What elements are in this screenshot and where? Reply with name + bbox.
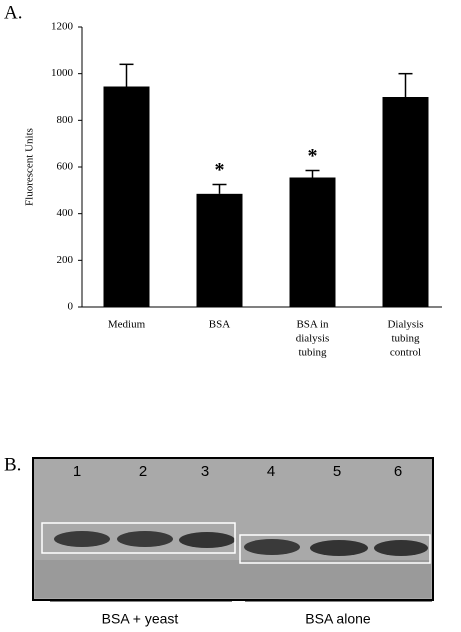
panel-label: A.: [4, 2, 22, 23]
lane-number: 5: [333, 463, 341, 480]
y-tick-label: 0: [68, 301, 74, 313]
gel-band: [54, 531, 110, 547]
y-tick-label: 600: [57, 161, 74, 173]
significance-marker: *: [308, 145, 318, 167]
gel-band: [179, 532, 235, 548]
significance-marker: *: [215, 159, 225, 181]
gel: BSA + yeast BSA alone: [32, 457, 434, 627]
x-tick-label: BSA in: [296, 319, 329, 331]
gel-box: [41, 522, 236, 554]
lane-number: 2: [139, 463, 147, 480]
x-tick-label: tubing: [298, 347, 327, 359]
panel-label: B.: [4, 454, 21, 475]
lane-number: 6: [394, 463, 402, 480]
bar: [382, 97, 429, 307]
y-tick-label: 800: [57, 114, 74, 126]
y-tick-label: 200: [57, 254, 74, 266]
x-tick-label: Dialysis: [387, 319, 423, 331]
gel-box: [239, 534, 431, 564]
gel-band: [374, 540, 428, 556]
gel-band: [244, 539, 300, 555]
y-tick-label: 1000: [51, 67, 74, 79]
lane-number: 1: [73, 463, 81, 480]
gel-shade: [35, 560, 431, 598]
gel-band: [117, 531, 173, 547]
bar: [196, 193, 243, 307]
y-axis-label: Fluorescent Units: [24, 128, 36, 206]
lane-number: 3: [201, 463, 209, 480]
x-tick-label: tubing: [391, 333, 420, 345]
x-tick-label: BSA: [209, 319, 230, 331]
bar: [289, 177, 336, 307]
y-tick-label: 1200: [51, 21, 74, 33]
group-label: BSA alone: [305, 611, 371, 627]
group-label: BSA + yeast: [102, 611, 179, 627]
gel-band: [310, 540, 368, 556]
x-tick-label: dialysis: [296, 333, 330, 345]
x-tick-label: Medium: [108, 319, 146, 331]
x-tick-label: control: [390, 347, 421, 359]
bar: [103, 86, 150, 307]
lane-number: 4: [267, 463, 275, 480]
y-tick-label: 400: [57, 207, 74, 219]
